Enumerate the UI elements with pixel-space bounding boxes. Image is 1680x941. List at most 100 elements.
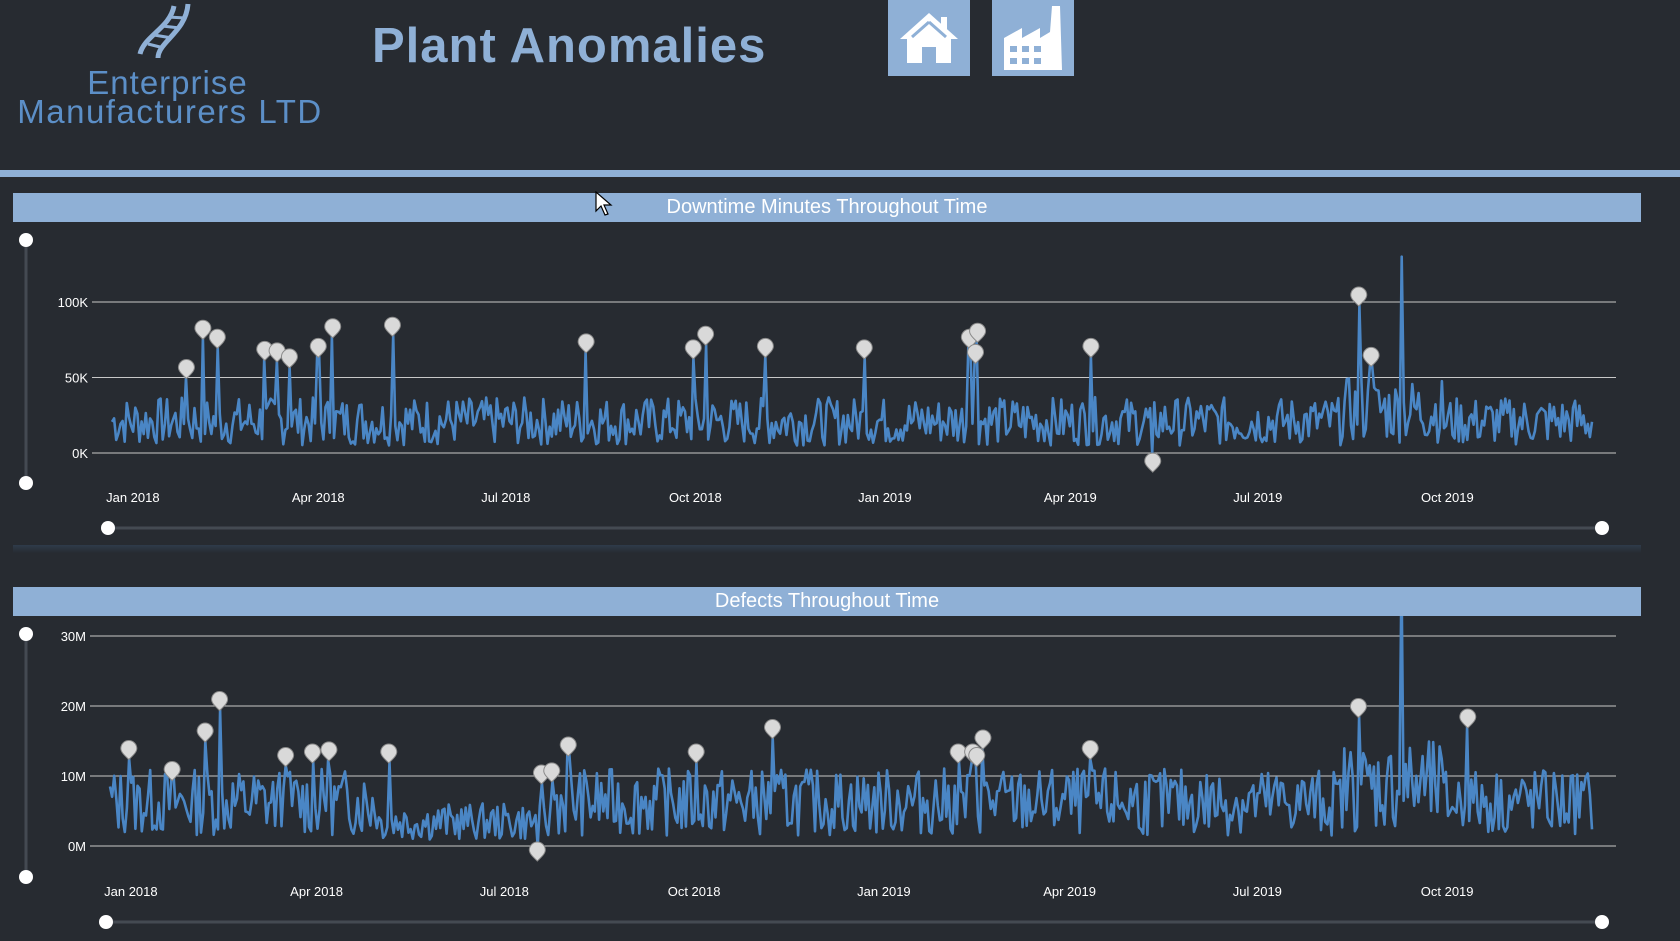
factory-button[interactable] (992, 0, 1074, 76)
anomaly-marker[interactable] (543, 762, 561, 783)
vertical-slider-handle-top[interactable] (19, 627, 33, 641)
x-tick-label: Jul 2018 (481, 490, 530, 505)
downtime-panel: Downtime Minutes Throughout Time (13, 193, 1641, 553)
marker-pin-icon (303, 743, 321, 764)
anomaly-marker[interactable] (967, 343, 985, 365)
series-line (110, 255, 1594, 455)
anomaly-marker[interactable] (1082, 337, 1100, 359)
x-tick-label: Jan 2019 (858, 490, 912, 505)
anomaly-marker[interactable] (974, 729, 992, 750)
report-header: Enterprise Manufacturers LTD Plant Anoma… (0, 0, 1680, 170)
x-tick-label: Oct 2018 (669, 490, 722, 505)
x-tick-label: Apr 2018 (290, 884, 343, 899)
marker-pin-icon (697, 325, 715, 346)
downtime-chart: 100K 50K 0K Jan 2018 Apr 2018 Jul 2018 Oct 201… (19, 233, 1616, 535)
anomaly-marker[interactable] (211, 691, 229, 712)
marker-pin-icon (309, 337, 327, 359)
anomaly-marker[interactable] (324, 318, 342, 339)
marker-pin-icon (280, 348, 298, 369)
anomaly-marker[interactable] (1081, 740, 1099, 761)
anomaly-marker[interactable] (208, 328, 226, 350)
anomaly-marker[interactable] (383, 316, 401, 337)
anomaly-marker[interactable] (309, 337, 327, 359)
marker-pin-icon (969, 322, 987, 343)
vertical-slider-handle-bottom[interactable] (19, 870, 33, 884)
marker-pin-icon (764, 719, 782, 740)
panel-shadow (13, 545, 1641, 553)
anomaly-marker[interactable] (684, 339, 702, 360)
anomaly-marker[interactable] (1362, 347, 1380, 368)
vertical-slider-handle-bottom[interactable] (19, 476, 33, 490)
logo-text-manufacturers: Manufacturers LTD (17, 93, 323, 130)
marker-pin-icon (208, 328, 226, 350)
y-tick-label: 0K (72, 446, 88, 461)
x-tick-label: Jan 2018 (104, 884, 158, 899)
anomaly-marker[interactable] (697, 325, 715, 346)
anomaly-marker[interactable] (756, 337, 774, 359)
x-tick-label: Oct 2018 (668, 884, 721, 899)
x-tick-label: Jul 2019 (1233, 490, 1282, 505)
anomaly-marker[interactable] (855, 339, 873, 360)
marker-pin-icon (1081, 740, 1099, 761)
anomaly-marker[interactable] (320, 741, 338, 762)
marker-pin-icon (1459, 708, 1477, 729)
vertical-slider-handle-top[interactable] (19, 233, 33, 247)
anomaly-marker[interactable] (969, 322, 987, 343)
anomaly-marker[interactable] (303, 743, 321, 764)
anomaly-marker[interactable] (559, 736, 577, 757)
company-logo: Enterprise Manufacturers LTD (0, 0, 340, 130)
header-divider (0, 170, 1680, 177)
anomaly-marker[interactable] (764, 719, 782, 740)
horizontal-slider-handle-right[interactable] (1595, 915, 1609, 929)
anomaly-marker[interactable] (196, 722, 214, 743)
page-title: Plant Anomalies (372, 19, 767, 73)
downtime-chart-title: Downtime Minutes Throughout Time (13, 193, 1641, 222)
horizontal-slider-handle-right[interactable] (1595, 521, 1609, 535)
marker-pin-icon (1144, 452, 1162, 473)
anomaly-marker[interactable] (280, 348, 298, 369)
marker-pin-icon (559, 736, 577, 757)
anomaly-marker[interactable] (528, 841, 546, 862)
horizontal-slider-handle-left[interactable] (101, 521, 115, 535)
marker-pin-icon (949, 743, 967, 764)
marker-pin-icon (974, 729, 992, 750)
y-tick-label: 0M (68, 839, 86, 854)
marker-pin-icon (380, 743, 398, 764)
x-tick-label: Jan 2018 (106, 490, 160, 505)
logo-text-enterprise: Enterprise (87, 64, 248, 101)
anomaly-marker[interactable] (968, 747, 986, 768)
marker-pin-icon (277, 747, 295, 768)
anomaly-marker[interactable] (1459, 708, 1477, 729)
marker-pin-icon (528, 841, 546, 862)
marker-pin-icon (120, 740, 138, 761)
anomaly-marker[interactable] (1349, 698, 1367, 719)
marker-pin-icon (194, 319, 212, 340)
x-tick-label: Apr 2018 (292, 490, 345, 505)
anomaly-marker[interactable] (1350, 286, 1368, 307)
marker-pin-icon (687, 743, 705, 764)
anomaly-marker[interactable] (380, 743, 398, 764)
anomaly-marker[interactable] (194, 319, 212, 340)
marker-pin-icon (855, 339, 873, 360)
defects-panel: Defects Throughout Time (13, 587, 1641, 941)
home-button[interactable] (888, 0, 970, 76)
anomaly-marker[interactable] (687, 743, 705, 764)
anomaly-marker[interactable] (577, 333, 595, 354)
anomaly-marker[interactable] (949, 743, 967, 764)
marker-pin-icon (684, 339, 702, 360)
marker-pin-icon (543, 762, 561, 783)
anomaly-marker[interactable] (120, 740, 138, 761)
defects-chart: 30M 20M 10M 0M Jan 2018 Apr 2018 Jul 2018 Oct 2… (19, 616, 1616, 929)
anomaly-marker[interactable] (163, 761, 181, 782)
anomaly-marker[interactable] (177, 359, 195, 380)
horizontal-slider-handle-left[interactable] (99, 915, 113, 929)
x-tick-label: Jul 2018 (480, 884, 529, 899)
marker-pin-icon (211, 691, 229, 712)
anomaly-marker[interactable] (277, 747, 295, 768)
marker-pin-icon (756, 337, 774, 359)
anomaly-marker[interactable] (1144, 452, 1162, 473)
marker-pin-icon (163, 761, 181, 782)
y-tick-label: 30M (61, 629, 86, 644)
marker-pin-icon (1349, 698, 1367, 719)
marker-pin-icon (177, 359, 195, 380)
